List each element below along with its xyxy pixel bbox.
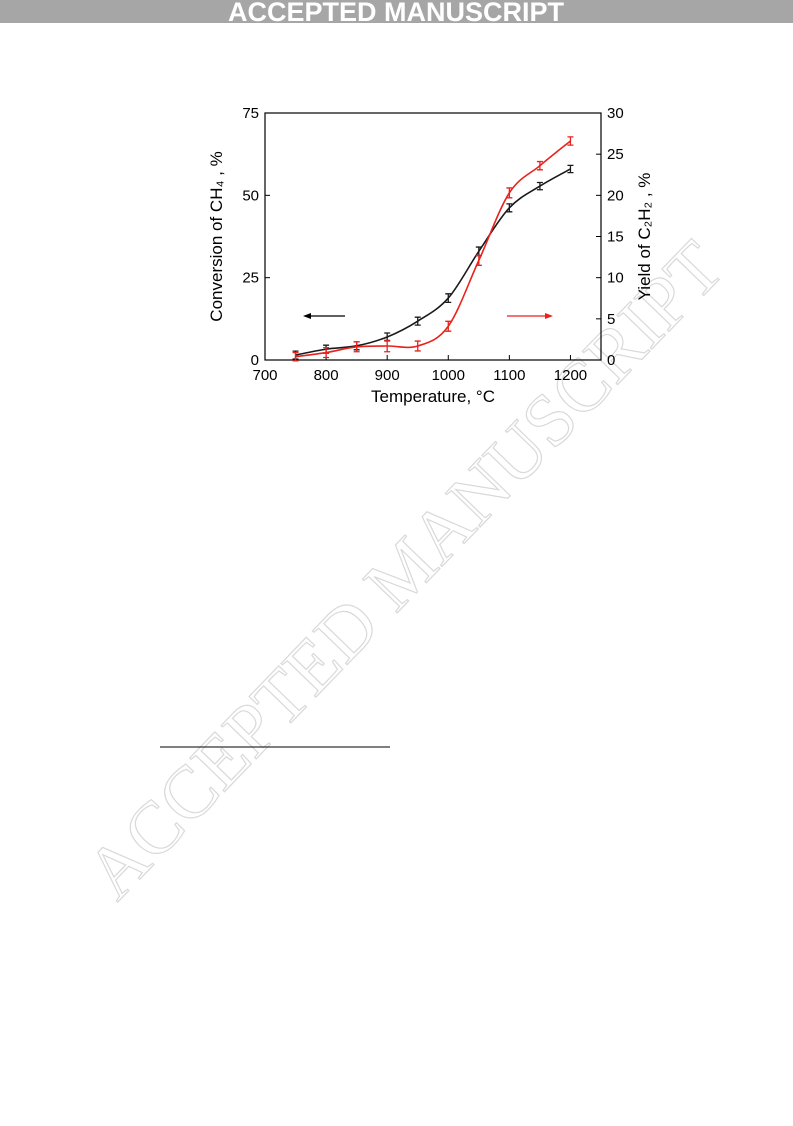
y2-tick-label: 15 bbox=[607, 229, 624, 246]
error-bar bbox=[506, 187, 513, 199]
error-bar bbox=[323, 347, 330, 359]
error-bar bbox=[475, 254, 482, 266]
x-tick-label: 700 bbox=[252, 367, 277, 384]
error-bar bbox=[384, 339, 391, 353]
arrows bbox=[303, 313, 553, 319]
left-arrow-head bbox=[303, 313, 311, 319]
error-bar bbox=[292, 351, 299, 362]
error-bar bbox=[353, 341, 360, 353]
y2-tick-label: 0 bbox=[607, 352, 615, 369]
y-tick-label: 25 bbox=[242, 270, 259, 287]
x-tick-label: 800 bbox=[314, 367, 339, 384]
y2-tick-label: 30 bbox=[607, 105, 624, 122]
series-line bbox=[295, 140, 571, 358]
y2-tick-label: 5 bbox=[607, 311, 615, 328]
x-tick-label: 1100 bbox=[493, 367, 525, 384]
header-bar bbox=[0, 0, 793, 23]
y2-axis-label: Yield of C₂H₂ , % bbox=[635, 173, 654, 301]
x-tick-label: 1000 bbox=[432, 367, 465, 384]
y-tick-label: 50 bbox=[242, 187, 259, 204]
y-tick-label: 0 bbox=[251, 352, 259, 369]
error-bar bbox=[445, 293, 452, 304]
chart: 700 800 900 1000 1100 1200 0 25 50 75 0 5 10 15 20 25 30… bbox=[207, 105, 654, 406]
error-bar bbox=[506, 203, 513, 213]
header: ACCEPTED MANUSCRIPT bbox=[228, 0, 565, 27]
right-arrow-head bbox=[545, 313, 553, 319]
error-bar bbox=[536, 181, 543, 191]
plot-frame bbox=[264, 112, 602, 361]
y2-tick-label: 20 bbox=[607, 187, 624, 204]
error-bar bbox=[414, 316, 421, 326]
y-tick-label: 75 bbox=[242, 105, 259, 122]
y2-tick-label: 10 bbox=[607, 270, 624, 287]
error-bar bbox=[445, 320, 452, 332]
error-bar bbox=[567, 164, 574, 174]
x-tick-label: 1200 bbox=[554, 367, 587, 384]
error-bar bbox=[536, 160, 543, 171]
y2-tick-label: 25 bbox=[607, 146, 624, 163]
y-axis-label: Conversion of CH₄ , % bbox=[207, 151, 226, 321]
series-line bbox=[295, 168, 571, 356]
x-axis-label: Temperature, °C bbox=[371, 387, 495, 406]
error-bar bbox=[567, 136, 574, 146]
error-bar bbox=[414, 340, 421, 352]
x-tick-label: 900 bbox=[375, 367, 400, 384]
